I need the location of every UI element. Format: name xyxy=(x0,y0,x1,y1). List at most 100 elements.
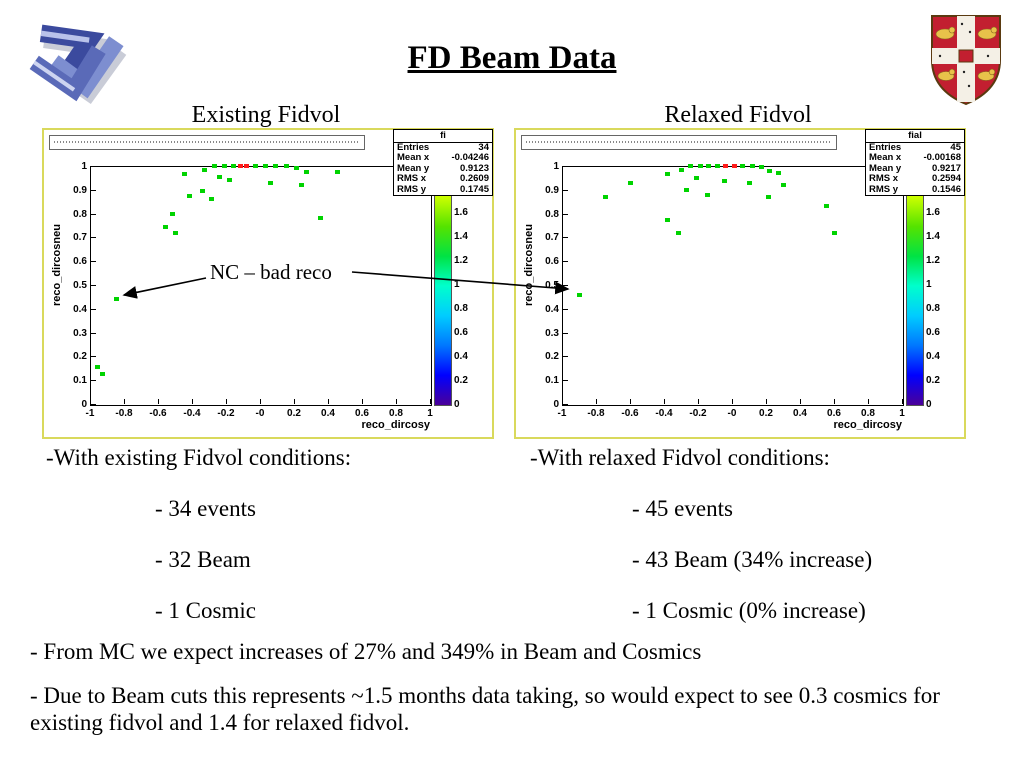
x-tick-mark xyxy=(834,399,835,404)
x-axis-label: reco_dircosy xyxy=(361,419,430,431)
y-tick-mark xyxy=(91,237,96,239)
colorbar-tick-label: 1 xyxy=(454,279,460,290)
x-tick-mark xyxy=(260,399,261,404)
y-tick-mark xyxy=(563,189,568,191)
data-point xyxy=(217,174,223,179)
colorbar-tick-label: 0.6 xyxy=(926,327,940,338)
data-point xyxy=(697,164,703,168)
y-tick-label: 0.4 xyxy=(73,303,87,315)
data-point xyxy=(665,172,671,177)
x-tick-mark xyxy=(396,399,397,404)
colorbar-tick-label: 0.4 xyxy=(926,351,940,362)
data-point xyxy=(227,178,233,183)
data-point xyxy=(665,217,671,222)
stats-row: RMS x 0.2594 xyxy=(869,173,961,185)
x-tick-mark xyxy=(90,399,91,404)
colorbar-tick-label: 0.4 xyxy=(454,351,468,362)
x-axis-label: reco_dircosy xyxy=(833,419,902,431)
y-tick-mark xyxy=(91,380,96,382)
x-tick-label: 0.6 xyxy=(827,408,841,419)
note-existing-header: -With existing Fidvol conditions: xyxy=(46,445,352,470)
annotation-nc-bad-reco: NC – bad reco xyxy=(210,260,332,284)
x-tick-mark xyxy=(868,399,869,404)
data-point xyxy=(268,180,274,185)
x-tick-label: -0.6 xyxy=(149,408,167,419)
stats-box: fi Entries 34 Mean x -0.04246 Mean y 0.9123 RM… xyxy=(393,129,493,197)
y-tick-mark xyxy=(563,332,568,334)
plot-relaxed-fidvol: reco_dircosneu reco_dircosy fial Entries… xyxy=(514,128,966,439)
data-point xyxy=(317,216,323,221)
colorbar-tick-label: 1.2 xyxy=(926,255,940,266)
data-point xyxy=(334,169,340,174)
y-tick-label: 0.7 xyxy=(545,232,559,244)
y-tick-label: 0.5 xyxy=(545,280,559,291)
cambridge-crest-icon xyxy=(931,15,1001,106)
x-tick-label: 0.8 xyxy=(389,408,403,419)
stats-row: Entries 45 xyxy=(869,142,961,153)
y-axis-label: reco_dircosneu xyxy=(51,224,63,306)
colorbar-tick-label: 0.2 xyxy=(926,375,940,386)
data-point xyxy=(747,180,752,185)
y-tick-label: 0.8 xyxy=(545,208,559,220)
y-tick-label: 0.5 xyxy=(73,280,87,291)
data-point xyxy=(602,194,608,199)
x-tick-mark xyxy=(596,399,597,404)
x-tick-label: -0.8 xyxy=(587,408,605,419)
colorbar-tick-label: 0 xyxy=(454,399,460,410)
x-tick-label: -0.4 xyxy=(183,408,201,419)
data-point xyxy=(244,164,250,168)
x-tick-mark xyxy=(192,399,193,404)
y-tick-label: 0.8 xyxy=(73,208,87,220)
x-tick-label: 0.8 xyxy=(861,408,875,419)
data-point xyxy=(212,164,218,168)
y-tick-label: 1 xyxy=(81,161,87,172)
data-point xyxy=(687,164,693,168)
x-tick-mark xyxy=(158,399,159,404)
data-point xyxy=(704,192,710,197)
x-tick-mark xyxy=(430,399,431,404)
stats-title: fial xyxy=(866,130,964,143)
x-tick-label: 0.2 xyxy=(287,408,301,419)
plot-title-strip xyxy=(521,135,837,150)
colorbar-tick-label: 1.6 xyxy=(926,207,940,218)
stats-row: RMS x 0.2609 xyxy=(397,173,489,185)
y-tick-mark xyxy=(91,308,96,310)
data-point xyxy=(162,224,168,229)
x-tick-mark xyxy=(328,399,329,404)
data-point xyxy=(740,164,746,168)
y-tick-label: 0.6 xyxy=(545,256,559,268)
note-mc-expectation: - From MC we expect increases of 27% and… xyxy=(30,639,702,664)
stats-row: Mean y 0.9217 xyxy=(869,162,961,174)
data-point xyxy=(263,164,269,168)
y-tick-label: 0.2 xyxy=(545,351,559,363)
data-point xyxy=(775,171,781,176)
plot-frame xyxy=(562,166,904,406)
data-point xyxy=(273,164,279,168)
data-point xyxy=(200,188,206,193)
y-tick-mark xyxy=(563,308,568,310)
x-tick-mark xyxy=(362,399,363,404)
data-point xyxy=(767,168,773,173)
y-tick-label: 0.3 xyxy=(73,327,87,339)
x-tick-mark xyxy=(732,399,733,404)
y-tick-mark xyxy=(563,356,568,358)
data-point xyxy=(113,297,119,302)
y-tick-mark xyxy=(91,189,96,191)
x-tick-mark xyxy=(766,399,767,404)
colorbar xyxy=(906,166,924,406)
data-point xyxy=(750,164,756,168)
y-tick-mark xyxy=(563,285,568,286)
data-point xyxy=(823,204,829,209)
colorbar-tick-label: 0 xyxy=(926,399,932,410)
y-tick-mark xyxy=(91,404,96,405)
y-tick-label: 1 xyxy=(553,161,559,172)
x-tick-mark xyxy=(294,399,295,404)
x-tick-label: 0.2 xyxy=(759,408,773,419)
data-point xyxy=(781,183,786,188)
y-tick-mark xyxy=(563,213,568,215)
plot-frame xyxy=(90,166,432,406)
data-point xyxy=(303,169,309,174)
stats-rows: Entries 45 Mean x -0.00168 Mean y 0.9217 RMS x… xyxy=(866,142,964,195)
stats-row: Mean y 0.9123 xyxy=(397,162,489,174)
y-tick-mark xyxy=(563,261,568,263)
